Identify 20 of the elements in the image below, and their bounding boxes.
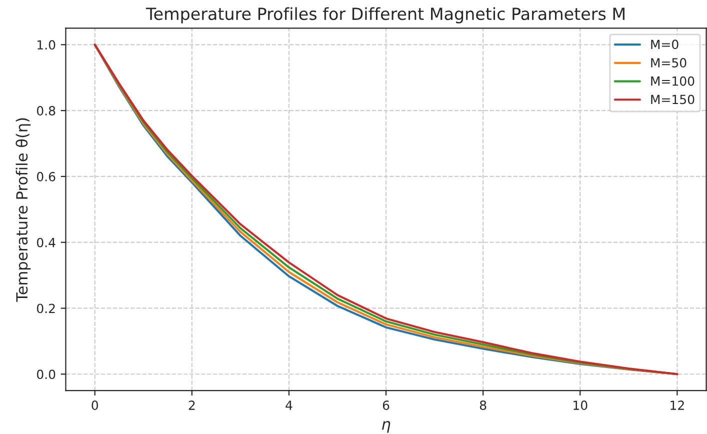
y-tick-label: 0.6 [36, 172, 56, 182]
y-tick-label: 0.4 [36, 238, 56, 248]
legend-label: M=50 [651, 58, 686, 68]
y-axis-title: Temperature Profile θ(η) [16, 118, 31, 302]
legend-label: M=0 [651, 40, 678, 50]
y-tick-label: 0.2 [36, 304, 55, 314]
x-tick-label: 10 [574, 400, 588, 410]
legend-label: M=150 [651, 94, 694, 104]
x-tick-label: 2 [188, 400, 195, 410]
x-tick-label: 6 [382, 400, 390, 410]
chart-title: Temperature Profiles for Different Magnetic Parameters M [146, 7, 624, 24]
y-tick-label: 0.0 [36, 370, 56, 380]
x-tick-label: 4 [286, 400, 292, 410]
x-tick-label: 0 [92, 400, 98, 410]
x-tick-label: 8 [480, 400, 486, 410]
legend-label: M=100 [651, 76, 694, 86]
y-tick-label: 0.8 [36, 106, 56, 116]
y-tick-label: 1.0 [38, 40, 56, 50]
x-axis-title: η [382, 421, 390, 433]
x-tick-label: 12 [670, 400, 684, 410]
